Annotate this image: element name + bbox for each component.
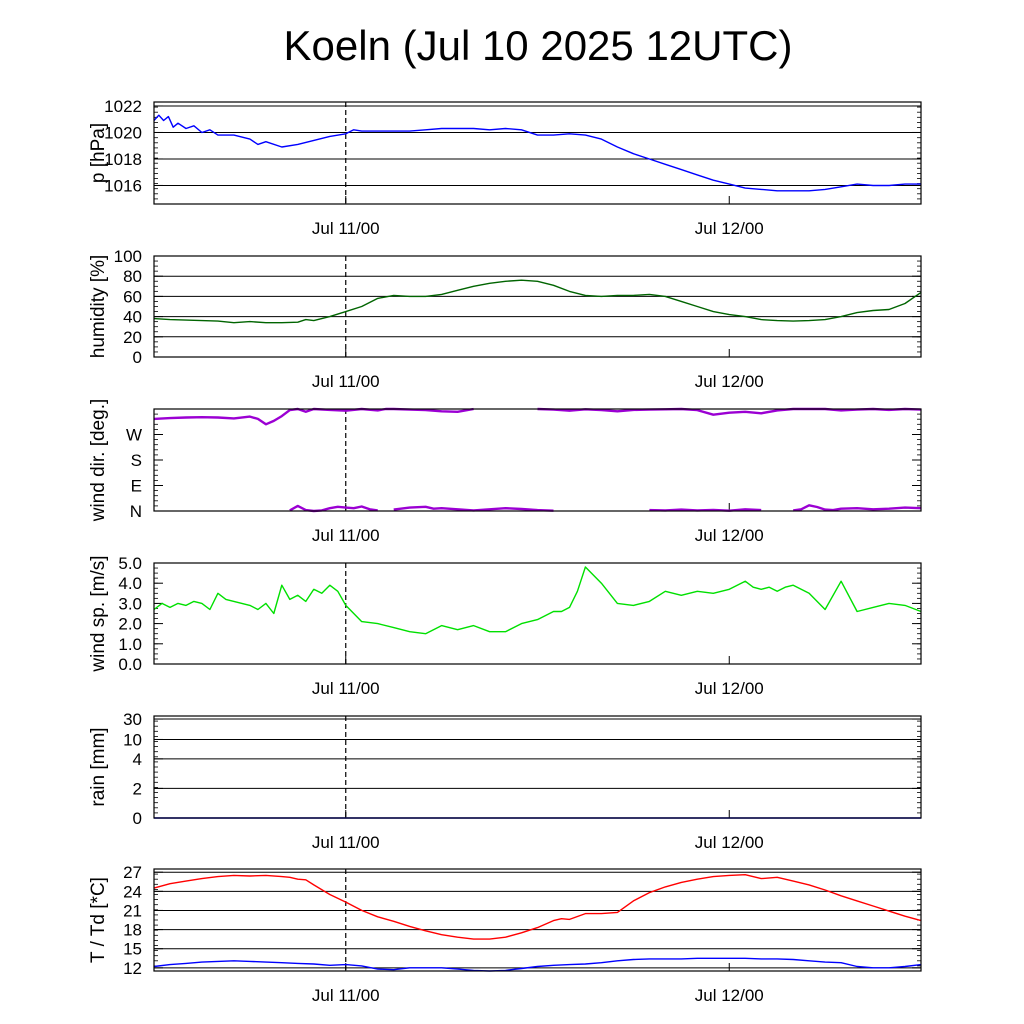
rain-ytick-label: 10 <box>123 730 142 749</box>
rain-frame <box>153 715 922 819</box>
wind-speed-ytick-label: 2.0 <box>118 615 142 634</box>
humidity-xtick-label: Jul 11/00 <box>312 372 380 391</box>
wind-direction-series-0 <box>153 407 474 426</box>
rain-ytick-label: 0 <box>133 809 142 828</box>
temperature-xtick-label: Jul 12/00 <box>695 986 764 1005</box>
temperature-ytick-label: 12 <box>123 959 142 978</box>
pressure-xtick-label: Jul 11/00 <box>312 219 380 238</box>
pressure-ytick-label: 1016 <box>104 176 142 195</box>
rain-ylabel: rain [mm] <box>88 727 109 806</box>
wind-direction-ytick-label: S <box>131 451 142 470</box>
pressure-frame <box>153 101 922 205</box>
temperature-ytick-label: 24 <box>123 882 142 901</box>
pressure-xtick-label: Jul 12/00 <box>695 219 764 238</box>
rain-xtick-label: Jul 12/00 <box>695 833 764 852</box>
humidity-ytick-label: 100 <box>114 247 142 266</box>
wind-direction-frame <box>153 408 922 512</box>
humidity-frame <box>153 255 922 358</box>
pressure-ytick-label: 1020 <box>104 123 142 142</box>
pressure-ylabel: p [hPa] <box>88 123 109 183</box>
wind-speed-ylabel: wind sp. [m/s] <box>88 555 109 672</box>
temperature-series-1 <box>153 957 922 972</box>
wind-speed-ytick-label: 4.0 <box>118 574 142 593</box>
humidity-ytick-label: 60 <box>123 287 142 306</box>
pressure-ytick-label: 1018 <box>104 150 142 169</box>
temperature-ytick-label: 27 <box>123 863 142 882</box>
humidity-series-0 <box>153 279 922 324</box>
humidity-ytick-label: 40 <box>123 308 142 327</box>
wind-direction-series-0 <box>793 504 922 512</box>
temperature-ylabel: T / Td [*C] <box>88 877 109 963</box>
wind-speed-xtick-label: Jul 12/00 <box>695 679 764 698</box>
pressure-ytick-label: 1022 <box>104 97 142 116</box>
wind-direction-series-0 <box>393 505 554 512</box>
wind-direction-series-0 <box>649 508 762 512</box>
wind-speed-series-0 <box>153 566 922 635</box>
wind-direction-ytick-label: W <box>126 426 142 445</box>
humidity-ylabel: humidity [%] <box>88 255 109 358</box>
wind-direction-series-0 <box>537 407 922 416</box>
wind-direction-ytick-label: E <box>131 477 142 496</box>
wind-speed-ytick-label: 3.0 <box>118 594 142 613</box>
humidity-ytick-label: 0 <box>133 348 142 367</box>
rain-ytick-label: 30 <box>123 710 142 729</box>
wind-direction-xtick-label: Jul 12/00 <box>695 526 764 545</box>
wind-direction-series-0 <box>289 504 378 513</box>
wind-direction-ytick-label: N <box>130 502 142 521</box>
chart-title: Koeln (Jul 10 2025 12UTC) <box>283 22 793 69</box>
wind-speed-ytick-label: 5.0 <box>118 554 142 573</box>
temperature-ytick-label: 21 <box>123 901 142 920</box>
wind-speed-ytick-label: 1.0 <box>118 635 142 654</box>
rain-xtick-label: Jul 11/00 <box>312 833 380 852</box>
wind-direction-ylabel: wind dir. [deg.] <box>88 399 109 523</box>
humidity-ytick-label: 80 <box>123 267 142 286</box>
wind-direction-xtick-label: Jul 11/00 <box>312 526 380 545</box>
temperature-xtick-label: Jul 11/00 <box>312 986 380 1005</box>
humidity-xtick-label: Jul 12/00 <box>695 372 764 391</box>
wind-speed-xtick-label: Jul 11/00 <box>312 679 380 698</box>
wind-speed-frame <box>153 562 922 665</box>
wind-speed-ytick-label: 0.0 <box>118 655 142 674</box>
temperature-series-0 <box>153 874 922 940</box>
pressure-series-0 <box>153 114 921 192</box>
rain-ytick-label: 2 <box>133 779 142 798</box>
temperature-frame <box>153 868 922 972</box>
humidity-ytick-label: 20 <box>123 328 142 347</box>
rain-ytick-label: 4 <box>133 750 142 769</box>
temperature-ytick-label: 18 <box>123 921 142 940</box>
temperature-ytick-label: 15 <box>123 940 142 959</box>
